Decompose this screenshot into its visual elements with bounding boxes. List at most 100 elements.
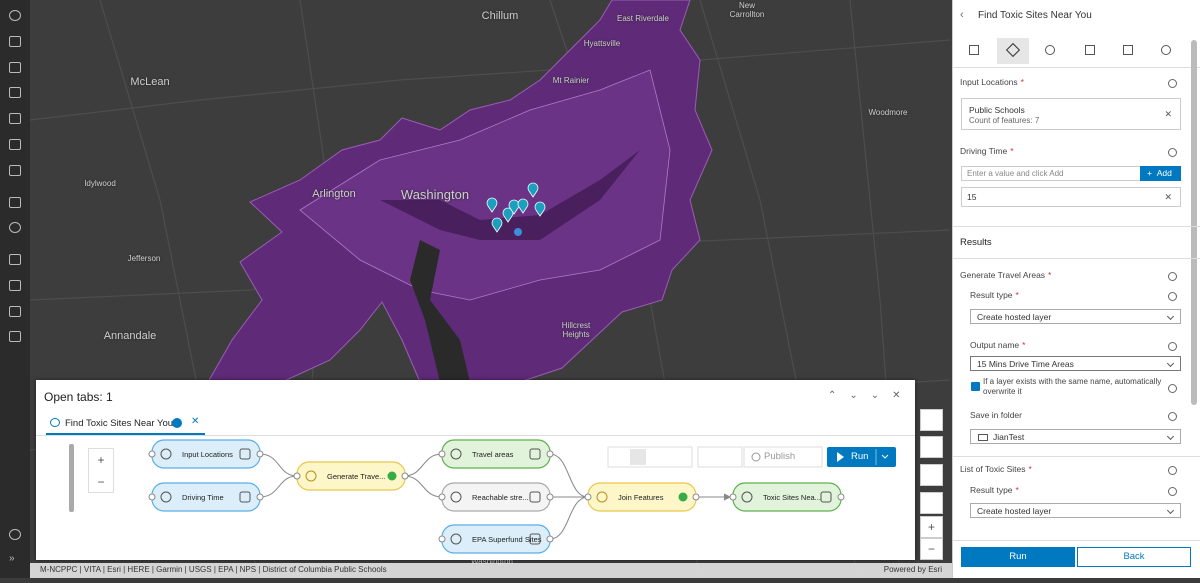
overwrite-checkbox[interactable]	[971, 382, 980, 391]
model-node[interactable]: EPA Superfund Sites	[438, 524, 554, 554]
marker[interactable]	[517, 198, 529, 214]
model-node[interactable]: Input Locations	[148, 439, 264, 469]
info-icon[interactable]	[1168, 148, 1177, 157]
table-tab[interactable]	[1123, 45, 1133, 55]
result-type-select[interactable]: Create hosted layer	[970, 309, 1181, 324]
info-icon[interactable]	[1168, 466, 1177, 475]
field-label: Result type *	[970, 290, 1019, 300]
node-param	[529, 491, 541, 503]
output-name-input[interactable]: 15 Mins Drive Time Areas	[970, 356, 1181, 371]
tab-close[interactable]: ✕	[191, 416, 200, 427]
zoom-in[interactable]: +	[920, 516, 943, 538]
selected-tab[interactable]	[997, 38, 1029, 64]
zoom-control[interactable]: + −	[88, 448, 114, 493]
marker[interactable]	[527, 182, 539, 198]
model-node[interactable]: Generate Trave...	[293, 461, 409, 491]
model-tab[interactable]	[1045, 45, 1055, 55]
history-tab[interactable]	[1161, 45, 1171, 55]
marker[interactable]	[491, 217, 503, 233]
field-label: Output name *	[970, 340, 1026, 350]
tool-scrollbar[interactable]	[69, 444, 74, 512]
core-area	[380, 150, 640, 240]
info-icon[interactable]	[1168, 487, 1177, 496]
place-label: Hillcrest Heights	[561, 321, 591, 339]
widgets-icon[interactable]	[9, 306, 21, 317]
print-icon[interactable]	[9, 331, 21, 342]
search-button[interactable]	[920, 409, 943, 431]
zoom-out[interactable]: −	[920, 538, 943, 560]
basemap-icon[interactable]	[9, 87, 21, 98]
legend-icon[interactable]	[9, 113, 21, 124]
node-param	[239, 491, 251, 503]
remove[interactable]: ✕	[1164, 192, 1172, 202]
marker[interactable]	[534, 201, 546, 217]
embed-icon[interactable]	[9, 280, 21, 291]
settings-icon[interactable]	[9, 222, 21, 233]
info-icon[interactable]	[1168, 292, 1177, 301]
model-node[interactable]: Reachable stre...	[438, 482, 554, 512]
run-button[interactable]: Run	[851, 451, 869, 462]
help-icon[interactable]	[9, 529, 21, 540]
node-status	[678, 492, 688, 502]
screen-button[interactable]	[920, 464, 943, 486]
share-icon[interactable]	[9, 254, 21, 265]
field-label: Generate Travel Areas *	[960, 270, 1052, 280]
publish-button[interactable]: Publish	[764, 451, 796, 462]
table-icon[interactable]	[9, 62, 21, 73]
layers-icon[interactable]	[9, 36, 21, 47]
model-node[interactable]: Driving Time	[148, 482, 264, 512]
analysis-icon[interactable]	[9, 197, 21, 208]
run-button[interactable]: Run	[961, 547, 1075, 567]
back-button[interactable]: Back	[1077, 547, 1191, 567]
add-icon[interactable]	[9, 10, 21, 21]
info-icon[interactable]	[1168, 272, 1177, 281]
port	[256, 450, 264, 458]
tab-label[interactable]: Find Toxic Sites Near You	[65, 418, 174, 429]
port	[438, 535, 446, 543]
location-dot	[514, 228, 522, 236]
bookmark-icon[interactable]	[9, 139, 21, 150]
field-label: Result type *	[970, 485, 1019, 495]
separator	[953, 456, 1200, 457]
charts-icon[interactable]	[9, 165, 21, 176]
attribution: M-NCPPC | VITA | Esri | HERE | Garmin | …	[40, 565, 387, 574]
raster-tab[interactable]	[1085, 45, 1095, 55]
port	[546, 535, 554, 543]
folder-select[interactable]: JianTest	[970, 429, 1181, 444]
powered-by[interactable]: Powered by Esri	[883, 565, 942, 574]
remove[interactable]: ✕	[1164, 109, 1172, 119]
node-label: Travel areas	[472, 450, 514, 459]
add-button[interactable]: + Add	[1140, 166, 1181, 181]
node-icon	[305, 470, 317, 482]
panel-controls[interactable]: ⌃⌄⌄✕	[828, 390, 914, 401]
port	[438, 450, 446, 458]
info-icon[interactable]	[1168, 79, 1177, 88]
overwrite-label: If a layer exists with the same name, au…	[983, 377, 1162, 396]
home-tab[interactable]	[969, 45, 979, 55]
result-type-select[interactable]: Create hosted layer	[970, 503, 1181, 518]
model-node[interactable]: Travel areas	[438, 439, 554, 469]
value-input[interactable]: Enter a value and click Add	[961, 166, 1141, 181]
expand-icon[interactable]: »	[9, 553, 15, 564]
model-node[interactable]: Join Features	[584, 482, 700, 512]
marker[interactable]	[486, 197, 498, 213]
node-label: Reachable stre...	[472, 493, 529, 502]
tab-underline	[46, 433, 205, 435]
info-icon[interactable]	[1168, 384, 1177, 393]
info-icon[interactable]	[1168, 342, 1177, 351]
run-button-bg[interactable]	[827, 447, 896, 467]
home-button[interactable]	[920, 492, 943, 514]
info-icon[interactable]	[1168, 412, 1177, 421]
layer-box[interactable]: Public Schools Count of features: 7 ✕	[961, 98, 1181, 130]
back-arrow[interactable]: ‹	[960, 9, 964, 21]
app-sidebar: »	[0, 0, 30, 578]
marker[interactable]	[502, 207, 514, 223]
node-icon	[160, 491, 172, 503]
layer-list-button[interactable]	[920, 436, 943, 458]
section-title: Results	[960, 237, 992, 248]
diagram-toolbar	[607, 446, 896, 468]
model-node[interactable]: Toxic Sites Nea...	[729, 482, 845, 512]
scrollbar[interactable]	[1191, 40, 1197, 405]
place-label: New Carrollton	[729, 1, 765, 19]
